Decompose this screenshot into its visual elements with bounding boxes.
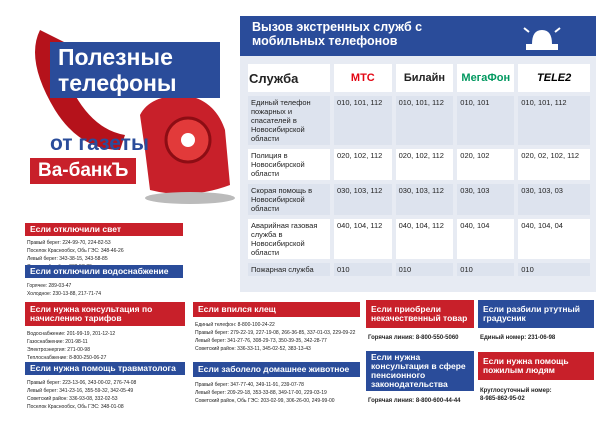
section-lines: Правый берег: 223-13-06, 343-00-02, 276-… [27, 379, 187, 411]
phone-line: Левый берег: 341-23-16, 355-59-32, 342-0… [27, 388, 134, 394]
phone-cell: 030, 103, 112 [395, 184, 454, 215]
phone-line: Советский район, Обь ГЭС: 203-02-99, 306… [195, 398, 335, 404]
operator: МТС [334, 64, 392, 92]
section-title: Если впился клещ [193, 302, 360, 317]
operator: Билайн [395, 64, 454, 92]
phone-line: Газоснабжение: 201-98-11 [27, 339, 88, 345]
brand: Ва-банкЪ [30, 158, 137, 184]
phone-line: Круглосуточный номер: [480, 388, 552, 394]
siren-icon [523, 27, 561, 50]
phone-cell: 020, 102, 112 [395, 149, 454, 180]
phone-cell: 040, 104, 112 [395, 219, 454, 259]
phone-line: Левый берег: 209-29-18, 353-33-88, 349-1… [195, 390, 327, 396]
service-cell: Полиция в Новосибирской области [248, 149, 330, 180]
section-title: Если нужна консультация по начислению та… [25, 302, 185, 326]
phone-line: Левый берег: 341-27-76, 308-29-73, 350-3… [195, 338, 327, 344]
table-row: Скорая помощь в Новосибирской области 030… [248, 184, 590, 215]
phone-line: Единый телефон: 8-800-100-24-22 [195, 322, 275, 328]
phone-cell: 040, 104, 04 [518, 219, 590, 259]
phone-line: Советский район: 336-33-11, 345-02-52, 3… [195, 346, 311, 352]
phone-cell: 020, 02, 102, 112 [518, 149, 590, 180]
phone-line: Единый номер: 231-06-98 [480, 335, 556, 341]
section-title: Если нужна помощь травматолога [25, 362, 185, 375]
phone-line: Правый берег: 223-13-06, 343-00-02, 276-… [27, 380, 137, 386]
phone-cell: 040, 104, 112 [334, 219, 392, 259]
operator: МегаФон [457, 64, 515, 92]
phone-cell: 010, 101, 112 [395, 96, 454, 145]
column-header: Служба [248, 64, 330, 92]
section-lines: Горячее: 289-03-47 Холодное: 230-13-88, 2… [27, 282, 185, 298]
section-title: Если отключили водоснабжение [25, 265, 183, 278]
phone-line: Правый берег: 224-99-70, 224-82-53 [27, 240, 111, 246]
section-title: Если нужна помощь пожилым людям [478, 352, 594, 380]
phone-line: Поселок Краснообск, Обь ГЭС: 348-01-08 [27, 404, 124, 410]
phone-line: Теплоснабжение: 8-800-250-06-27 [27, 355, 107, 361]
section-lines: Единый телефон: 8-800-100-24-22 Правый бе… [195, 321, 362, 353]
phone-cell: 030, 103, 03 [518, 184, 590, 215]
phone-line: Советский район: 336-93-08, 332-02-53 [27, 396, 118, 402]
service-cell: Единый телефон пожарных и спасателей в Н… [248, 96, 330, 145]
phone-cell: 030, 103, 112 [334, 184, 392, 215]
phone-cell: 010, 101, 112 [334, 96, 392, 145]
table-row: Пожарная служба 010 010 010 010 [248, 263, 590, 276]
table-row: Единый телефон пожарных и спасателей в Н… [248, 96, 590, 145]
phone-line: Горячая линия: 8-800-550-5060 [368, 335, 459, 341]
phone-line: Правый берег: 279-22-19, 227-19-08, 266-… [195, 330, 356, 336]
phone-cell: 040, 104 [457, 219, 515, 259]
title: Полезные телефоны [58, 44, 177, 96]
section-title: Если отключили свет [25, 223, 183, 236]
phone-cell: 010 [395, 263, 454, 276]
phone-cell: 010 [518, 263, 590, 276]
table-row: Полиция в Новосибирской области 020, 102,… [248, 149, 590, 180]
title-box [50, 42, 220, 98]
phone-cell: 010, 101, 112 [518, 96, 590, 145]
subtitle: от газеты [50, 132, 149, 155]
phone-cell: 020, 102, 112 [334, 149, 392, 180]
phone-line: Горячая линия: 8-800-600-44-44 [368, 398, 461, 404]
section-lines: Круглосуточный номер: 8-985-862-95-02 [480, 387, 596, 403]
phone-cell: 010 [457, 263, 515, 276]
phone-line: Поселок Краснообск, Обь ГЭС: 348-46-26 [27, 248, 124, 254]
header-row: Служба МТС Билайн МегаФон TELE2 [248, 64, 590, 92]
section-lines: Горячая линия: 8-800-600-44-44 [368, 397, 476, 405]
emergency-table: Служба МТС Билайн МегаФон TELE2 Единый телефо… [244, 60, 594, 280]
emergency-title: Вызов экстренных служб с мобильных телеф… [252, 20, 423, 48]
phone-line: Левый берег: 343-38-15, 343-58-85 [27, 256, 108, 262]
phone-illustration [35, 30, 235, 204]
section-title: Если приобрели некачественный товар [366, 300, 474, 328]
section-title: Если разбили ртутный градусник [478, 300, 594, 328]
phone-line: Электроэнергия: 271-00-98 [27, 347, 90, 353]
phone-line: Горячее: 289-03-47 [27, 283, 72, 289]
phone-line: Водоснабжение: 201-99-19, 201-12-12 [27, 331, 116, 337]
phone-cell: 010 [334, 263, 392, 276]
phone-line: Правый берег: 347-77-40, 349-11-91, 239-… [195, 382, 304, 388]
operator: TELE2 [518, 64, 590, 92]
section-title: Если нужна консультация в сфере пенсионн… [366, 351, 474, 391]
section-lines: Горячая линия: 8-800-550-5060 [368, 334, 476, 342]
phone-cell: 030, 103 [457, 184, 515, 215]
service-cell: Аварийная газовая служба в Новосибирской… [248, 219, 330, 259]
service-cell: Пожарная служба [248, 263, 330, 276]
phone-cell: 020, 102 [457, 149, 515, 180]
section-title: Если заболело домашнее животное [193, 362, 360, 377]
phone-line: 8-985-862-95-02 [480, 396, 525, 402]
phone-line: Холодное: 230-13-88, 217-71-74 [27, 291, 101, 297]
section-lines: Единый номер: 231-06-98 [480, 334, 596, 342]
service-cell: Скорая помощь в Новосибирской области [248, 184, 330, 215]
phone-cell: 010, 101 [457, 96, 515, 145]
section-lines: Правый берег: 347-77-40, 349-11-91, 239-… [195, 381, 362, 405]
table-row: Аварийная газовая служба в Новосибирской… [248, 219, 590, 259]
